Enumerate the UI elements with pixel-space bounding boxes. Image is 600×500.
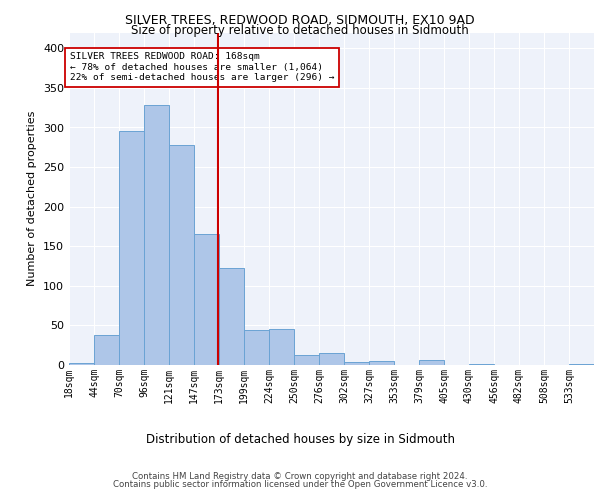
Text: Contains public sector information licensed under the Open Government Licence v3: Contains public sector information licen… xyxy=(113,480,487,489)
Bar xyxy=(194,234,219,365)
Bar xyxy=(369,361,394,365)
Bar xyxy=(319,353,344,365)
Bar xyxy=(469,364,494,365)
Text: SILVER TREES REDWOOD ROAD: 168sqm
← 78% of detached houses are smaller (1,064)
2: SILVER TREES REDWOOD ROAD: 168sqm ← 78% … xyxy=(70,52,334,82)
Text: Distribution of detached houses by size in Sidmouth: Distribution of detached houses by size … xyxy=(146,433,455,446)
Bar xyxy=(344,362,369,365)
Bar xyxy=(294,354,319,365)
Bar xyxy=(269,328,294,365)
Bar xyxy=(419,360,444,365)
Bar xyxy=(569,364,594,365)
Bar xyxy=(94,335,119,365)
Bar xyxy=(144,106,169,365)
Text: Contains HM Land Registry data © Crown copyright and database right 2024.: Contains HM Land Registry data © Crown c… xyxy=(132,472,468,481)
Text: SILVER TREES, REDWOOD ROAD, SIDMOUTH, EX10 9AD: SILVER TREES, REDWOOD ROAD, SIDMOUTH, EX… xyxy=(125,14,475,27)
Bar xyxy=(119,130,144,365)
Bar xyxy=(244,330,269,365)
Bar xyxy=(169,145,194,365)
Y-axis label: Number of detached properties: Number of detached properties xyxy=(28,111,37,286)
Text: Size of property relative to detached houses in Sidmouth: Size of property relative to detached ho… xyxy=(131,24,469,37)
Bar xyxy=(69,362,94,365)
Bar xyxy=(219,268,244,365)
